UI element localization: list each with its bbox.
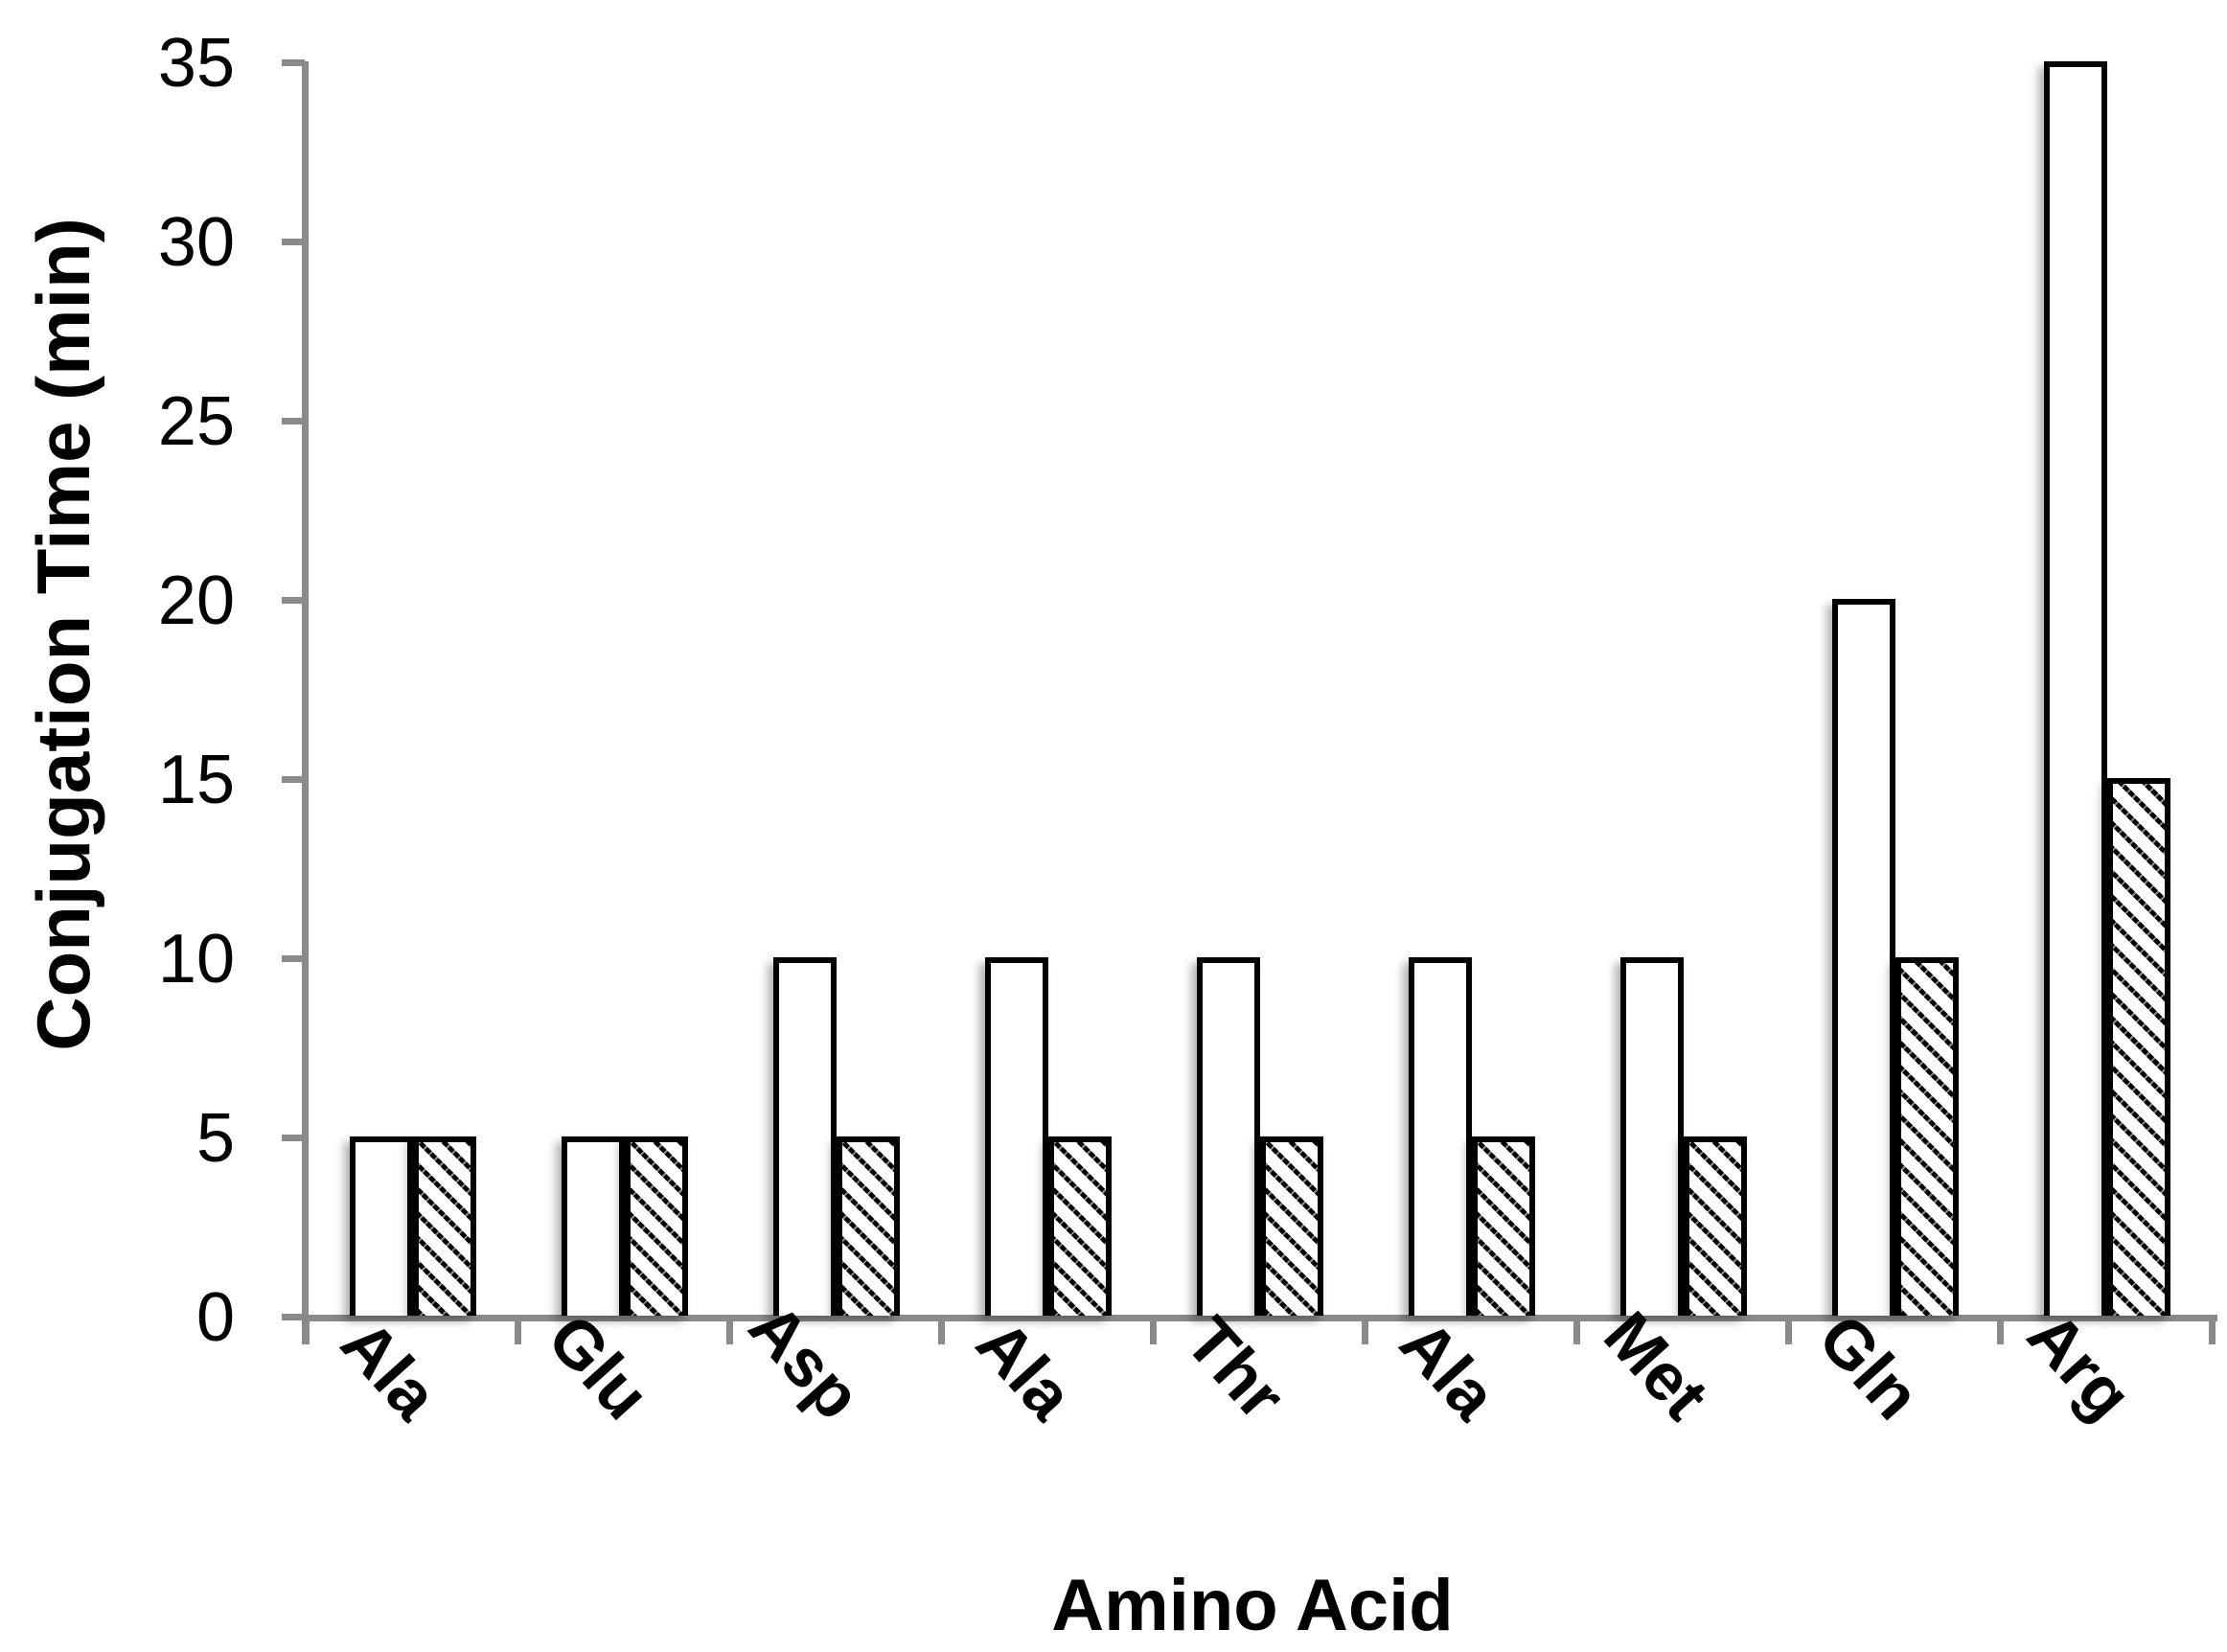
bar-series-2-diagonal-hatch xyxy=(1047,1136,1112,1316)
y-tick xyxy=(282,239,305,245)
x-tick xyxy=(2209,1318,2216,1344)
y-tick-label: 25 xyxy=(157,383,235,460)
y-tick-label: 0 xyxy=(195,1279,235,1356)
bar-series-1-plain-white xyxy=(772,957,837,1316)
bar-series-2-diagonal-hatch xyxy=(1894,957,1959,1316)
y-tick xyxy=(282,59,305,66)
bar-series-2-diagonal-hatch xyxy=(1259,1136,1323,1316)
x-tick xyxy=(515,1318,521,1344)
y-tick-label: 5 xyxy=(195,1100,235,1177)
x-category-label: Ala xyxy=(1385,1305,1511,1434)
bar-series-2-diagonal-hatch xyxy=(2106,778,2170,1316)
bar-series-1-plain-white xyxy=(349,1136,413,1316)
bar-series-2-diagonal-hatch xyxy=(624,1136,688,1316)
y-tick-label: 30 xyxy=(157,204,235,281)
y-tick xyxy=(282,1135,305,1141)
y-tick xyxy=(282,955,305,962)
x-tick xyxy=(1150,1318,1157,1344)
x-category-label: Ala xyxy=(326,1305,452,1434)
x-category-label: Ala xyxy=(961,1305,1088,1434)
x-tick xyxy=(938,1318,945,1344)
y-axis-line xyxy=(302,61,309,1344)
x-category-label: Thr xyxy=(1171,1302,1299,1434)
y-tick xyxy=(282,1314,305,1320)
bar-series-1-plain-white xyxy=(1619,957,1684,1316)
x-axis-title: Amino Acid xyxy=(1051,1565,1454,1646)
y-tick-label: 35 xyxy=(157,25,235,102)
x-tick xyxy=(1785,1318,1792,1344)
bar-series-2-diagonal-hatch xyxy=(412,1136,476,1316)
x-tick xyxy=(1573,1318,1580,1344)
y-tick-label: 15 xyxy=(157,742,235,818)
x-tick xyxy=(1997,1318,2004,1344)
bar-series-1-plain-white xyxy=(984,957,1048,1316)
bar-series-1-plain-white xyxy=(2043,61,2107,1316)
y-tick-label: 20 xyxy=(157,562,235,639)
x-tick xyxy=(1362,1318,1368,1344)
bar-series-1-plain-white xyxy=(1408,957,1472,1316)
y-tick-label: 10 xyxy=(157,921,235,998)
x-tick xyxy=(303,1318,310,1344)
y-tick xyxy=(282,597,305,604)
bar-series-2-diagonal-hatch xyxy=(1683,1136,1747,1316)
bar-series-1-plain-white xyxy=(561,1136,625,1316)
bar-series-1-plain-white xyxy=(1831,599,1895,1316)
bar-series-2-diagonal-hatch xyxy=(836,1136,900,1316)
bar-series-1-plain-white xyxy=(1196,957,1260,1316)
bar-series-2-diagonal-hatch xyxy=(1471,1136,1535,1316)
y-tick xyxy=(282,418,305,424)
y-tick xyxy=(282,776,305,783)
x-axis-line xyxy=(302,1315,2217,1321)
x-tick xyxy=(726,1318,733,1344)
